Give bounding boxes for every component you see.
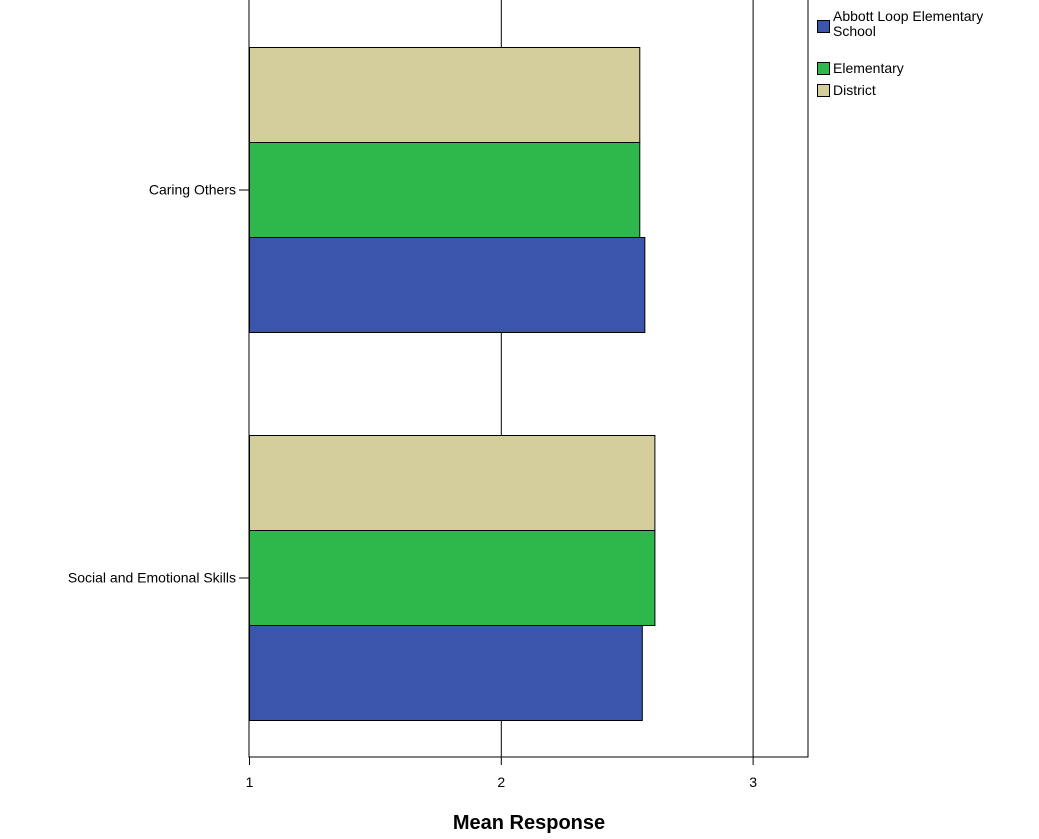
legend-label-elementary: Elementary [833,60,904,76]
bar-caring-others-district [249,47,641,143]
legend: Abbott Loop Elementary School Elementary Di… [817,8,983,98]
category-label-caring-others: Caring Others [149,182,236,198]
bar-social-and-emotional-skills-elementary [249,530,656,626]
bar-social-and-emotional-skills-abbott-loop-elementary-school [249,625,643,721]
x-tick-label-1: 1 [246,774,254,790]
bar-social-and-emotional-skills-district [249,435,656,531]
bar-caring-others-abbott-loop-elementary-school [249,237,646,333]
x-axis-title: Mean Response [453,812,605,834]
legend-swatch-elementary [817,62,830,75]
legend-label-district: District [833,82,876,98]
x-tick-label-2: 2 [497,774,505,790]
legend-label-abbott-loop-elementary-school: Abbott Loop Elementary School [833,8,983,39]
bar-caring-others-elementary [249,142,641,238]
y-axis: Caring Others Social and Emotional Skills [68,182,249,586]
category-label-social-and-emotional-skills: Social and Emotional Skills [68,570,236,586]
x-tick-label-3: 3 [749,774,757,790]
x-axis: 1 2 3 [246,757,757,790]
legend-swatch-abbott-loop-elementary-school [817,20,830,33]
bars [249,47,656,721]
legend-swatch-district [817,84,830,97]
